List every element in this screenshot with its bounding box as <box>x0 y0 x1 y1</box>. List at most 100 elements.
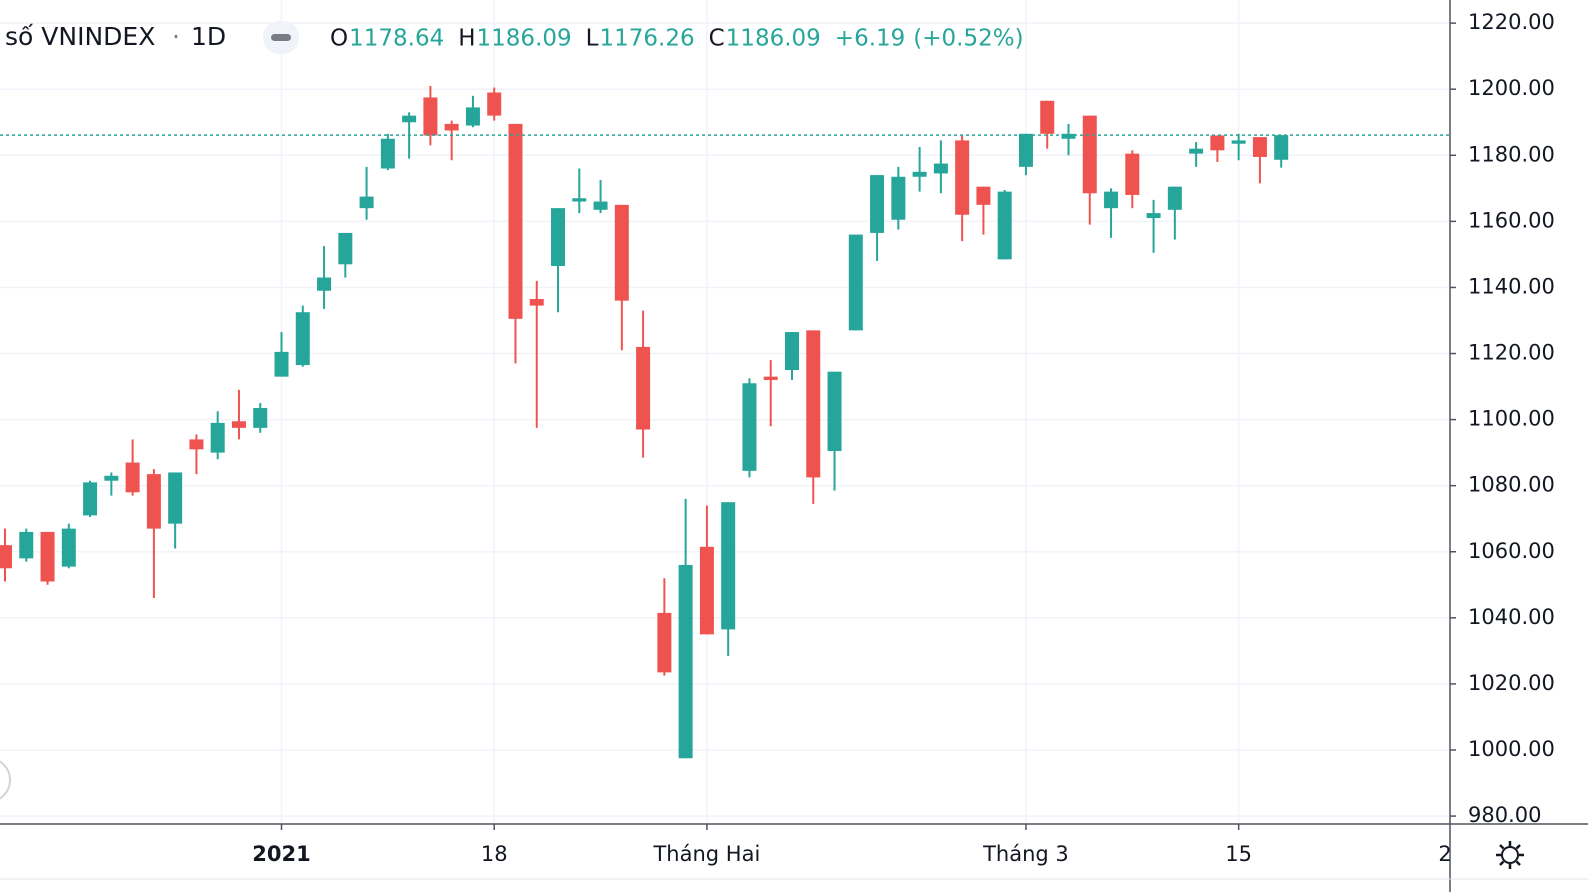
candle-body <box>253 408 268 428</box>
legend-change: +6.19 <box>835 26 905 52</box>
candle-body <box>572 198 587 202</box>
candle-body <box>699 546 714 635</box>
legend-value: 1186.09 <box>726 26 821 52</box>
candle-body <box>997 191 1012 260</box>
candle-body <box>1189 148 1204 154</box>
candle-body <box>1167 186 1182 210</box>
legend-key: H <box>458 26 475 52</box>
candle-body <box>125 462 140 493</box>
x-tick-label: Tháng Hai <box>652 842 760 866</box>
candle-body <box>891 176 906 220</box>
candle-body <box>912 171 927 177</box>
y-tick-label: 1080.00 <box>1468 473 1555 497</box>
candle-body <box>402 115 417 123</box>
y-tick-label: 1160.00 <box>1468 208 1555 232</box>
x-tick-label: 15 <box>1225 842 1252 866</box>
y-tick-label: 1180.00 <box>1468 142 1555 166</box>
interval: 1D <box>191 22 226 51</box>
y-tick-label: 1040.00 <box>1468 605 1555 629</box>
candle-body <box>1061 133 1076 139</box>
candle-body <box>210 422 225 453</box>
candle-body <box>763 376 778 380</box>
candle-body <box>1125 153 1140 195</box>
candle-body <box>274 351 289 377</box>
candle-body <box>1274 135 1289 160</box>
candle-body <box>593 201 608 210</box>
legend-key: C <box>709 26 725 52</box>
candle-body <box>614 204 629 301</box>
candle-body <box>1146 213 1161 219</box>
candle-body <box>61 528 76 567</box>
y-tick-label: 1000.00 <box>1468 737 1555 761</box>
candle-body <box>444 123 459 131</box>
candle-body <box>423 97 438 136</box>
collapse-icon <box>271 34 291 41</box>
y-tick-label: 1220.00 <box>1468 10 1555 34</box>
candle-body <box>295 312 310 366</box>
x-tick-label: 18 <box>481 842 508 866</box>
candle-body <box>465 107 480 126</box>
candle-body <box>1252 137 1267 157</box>
candle-body <box>168 472 183 524</box>
candle-body <box>231 421 246 428</box>
legend-key: L <box>586 26 599 52</box>
y-tick-label: 1100.00 <box>1468 407 1555 431</box>
y-tick-label: 1060.00 <box>1468 539 1555 563</box>
scroll-button[interactable] <box>0 758 11 802</box>
legend-change-pct: (+0.52%) <box>913 26 1023 52</box>
candle-body <box>380 138 395 169</box>
x-tick-label: 2021 <box>252 842 310 866</box>
candle-body <box>189 439 204 450</box>
candle-body <box>784 332 799 371</box>
candle-body <box>359 196 374 209</box>
legend-value: 1178.64 <box>349 26 444 52</box>
candle-body <box>1104 191 1119 209</box>
candle-body <box>976 186 991 205</box>
candle-body <box>636 346 651 430</box>
legend-key: O <box>330 26 348 52</box>
candle-body <box>870 175 885 233</box>
candle-body <box>487 92 502 116</box>
settings-icon[interactable] <box>1496 841 1524 869</box>
chart-title: số VNINDEX <box>5 22 155 51</box>
candle-body <box>104 475 119 481</box>
candle-body <box>721 502 736 630</box>
candle-body <box>338 232 353 265</box>
separator: · <box>172 22 180 51</box>
legend-value: 1186.09 <box>477 26 572 52</box>
candle-body <box>1210 135 1225 151</box>
candle-body <box>83 482 98 516</box>
candle-body <box>0 545 12 569</box>
candle-body <box>1082 115 1097 194</box>
y-tick-label: 980.00 <box>1468 803 1541 827</box>
candle-body <box>529 299 544 306</box>
candle-body <box>1018 133 1033 167</box>
candle-body <box>19 531 34 559</box>
y-tick-label: 1120.00 <box>1468 341 1555 365</box>
candle-body <box>848 234 863 331</box>
candle-body <box>40 531 55 582</box>
candle-body <box>551 208 566 266</box>
candle-body <box>678 564 693 759</box>
candle-body <box>827 371 842 451</box>
grid <box>0 0 1450 824</box>
legend: số VNINDEX · 1D O 1178.64 H 1186.09 L 1176.26… <box>5 21 1024 54</box>
candle-body <box>933 163 948 174</box>
x-tick-label: Tháng 3 <box>982 842 1069 866</box>
x-tick-label: 2 <box>1438 842 1451 866</box>
y-tick-label: 1020.00 <box>1468 671 1555 695</box>
candle-body <box>1040 100 1055 134</box>
y-tick-label: 1140.00 <box>1468 274 1555 298</box>
candle-body <box>955 140 970 215</box>
candle-body <box>1231 140 1246 144</box>
candle-body <box>508 123 523 319</box>
candle-body <box>317 277 332 291</box>
candles <box>0 85 1450 759</box>
y-tick-label: 1200.00 <box>1468 76 1555 100</box>
candle-body <box>806 330 821 478</box>
legend-value: 1176.26 <box>599 26 694 52</box>
candle-body <box>146 474 161 529</box>
